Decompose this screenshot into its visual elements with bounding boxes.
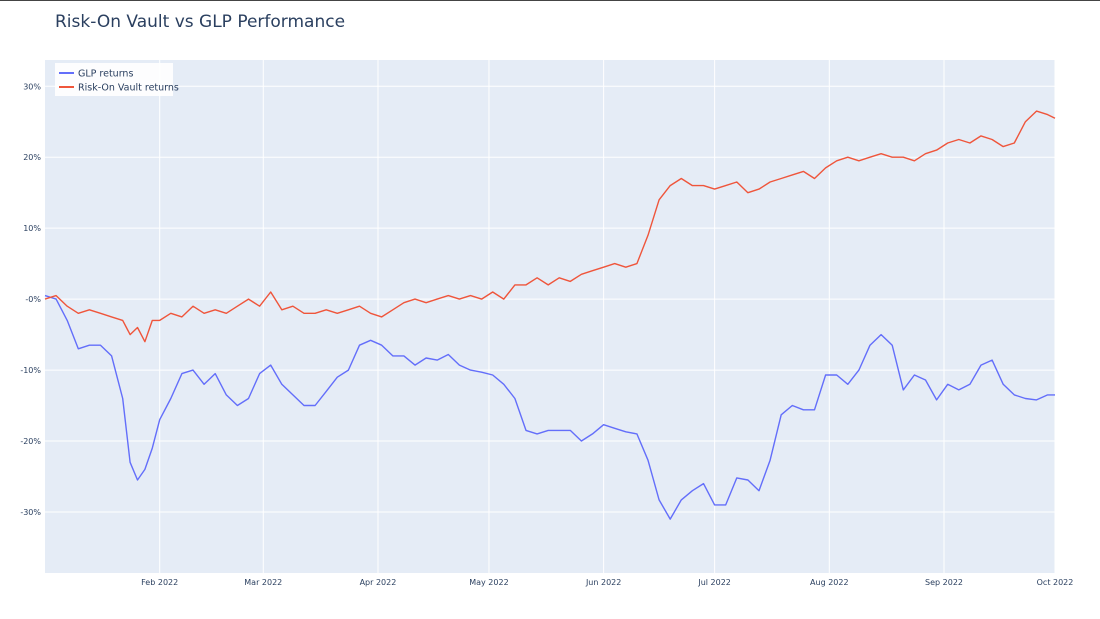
legend[interactable]: GLP returns Risk-On Vault returns xyxy=(55,63,179,96)
gridlines xyxy=(45,60,1056,573)
plot-background xyxy=(45,60,1055,573)
chart-title: Risk-On Vault vs GLP Performance xyxy=(55,12,346,32)
x-tick-label: Oct 2022 xyxy=(1037,578,1074,587)
legend-box xyxy=(55,63,173,96)
y-tick-label: 20% xyxy=(23,153,41,162)
series-line-risk-on-vault xyxy=(44,110,1056,343)
y-axis-ticks: 30% 20% 10% -0% -10% -20% -30% xyxy=(20,82,41,517)
y-tick-label: -0% xyxy=(25,295,41,304)
y-tick-label: 10% xyxy=(23,224,41,233)
series-line-glp xyxy=(44,294,1055,520)
x-tick-label: Sep 2022 xyxy=(925,578,963,587)
x-tick-label: Apr 2022 xyxy=(360,578,397,587)
x-tick-label: May 2022 xyxy=(469,578,508,587)
x-tick-label: Jul 2022 xyxy=(697,578,731,587)
y-tick-label: -20% xyxy=(20,437,41,446)
x-tick-label: Mar 2022 xyxy=(244,578,282,587)
y-tick-label: -10% xyxy=(20,366,41,375)
y-tick-label: 30% xyxy=(23,82,41,91)
series-lines xyxy=(44,110,1056,520)
y-tick-label: -30% xyxy=(20,508,41,517)
x-tick-label: Jun 2022 xyxy=(585,578,621,587)
window-top-border xyxy=(0,0,1100,1)
legend-label-risk-on-vault[interactable]: Risk-On Vault returns xyxy=(78,83,179,94)
x-axis-ticks: Feb 2022 Mar 2022 Apr 2022 May 2022 Jun 2022… xyxy=(141,578,1073,587)
x-tick-label: Feb 2022 xyxy=(141,578,178,587)
x-tick-label: Aug 2022 xyxy=(810,578,849,587)
legend-label-glp[interactable]: GLP returns xyxy=(78,69,133,80)
